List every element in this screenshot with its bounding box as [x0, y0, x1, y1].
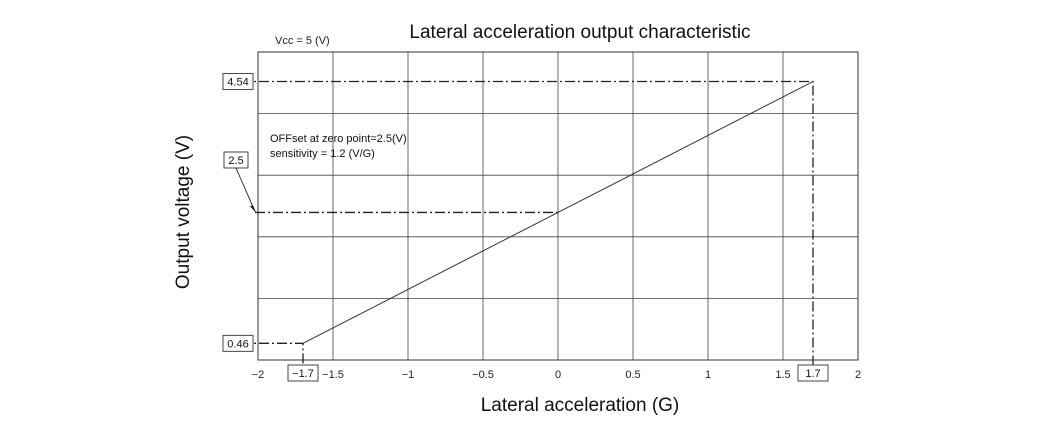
sensitivity-annotation: sensitivity = 1.2 (V/G)	[270, 148, 375, 160]
x-tick-label: −1.5	[322, 369, 344, 381]
guide-lines	[223, 80, 814, 368]
offset-annotation: OFFset at zero point=2.5(V)	[270, 133, 407, 145]
vcc-condition: Vcc = 5 (V)	[275, 35, 330, 47]
x-tick-label: 0	[555, 369, 561, 381]
callout-label: −1.7	[292, 368, 314, 380]
x-tick-label: −0.5	[472, 369, 494, 381]
callout-box	[287, 364, 319, 382]
chart-title: Lateral acceleration output characterist…	[409, 22, 750, 43]
guide-line-4-54	[223, 80, 814, 368]
value-callouts: 4.54 0.46 2.5 −1.7 1.7	[222, 73, 829, 382]
x-tick-label: −1	[402, 369, 415, 381]
x-callout-neg-1-7: −1.7	[287, 364, 319, 382]
callout-label: 4.54	[227, 77, 248, 89]
callout-box	[222, 334, 254, 352]
callout-4-54: 4.54	[222, 73, 254, 90]
x-tick-label: 0.5	[625, 369, 640, 381]
x-tick-label: 2	[855, 369, 861, 381]
callout-2-5: 2.5	[223, 151, 249, 169]
callout-label: 2.5	[228, 155, 243, 167]
plot-frame	[257, 51, 859, 361]
series	[302, 81, 814, 344]
grid	[257, 52, 859, 360]
x-tick-labels: −2 −1.5 −1 −0.5 0 0.5 1 1.5 2	[252, 369, 861, 381]
callout-label: 0.46	[227, 338, 248, 350]
callout-0-46: 0.46	[222, 334, 254, 352]
x-tick-label: 1	[705, 369, 711, 381]
x-tick-label: 1.5	[775, 369, 790, 381]
callout-leader	[235, 167, 256, 212]
y-axis-label: Output voltage (V)	[173, 135, 194, 289]
series-line	[302, 81, 814, 344]
callout-box	[797, 364, 829, 382]
callout-label: 1.7	[805, 368, 820, 380]
x-axis-label: Lateral acceleration (G)	[481, 395, 680, 416]
x-callout-1-7: 1.7	[797, 364, 829, 382]
callout-arrowhead	[250, 205, 256, 213]
x-tick-label: −2	[252, 369, 265, 381]
callout-box	[222, 73, 254, 90]
